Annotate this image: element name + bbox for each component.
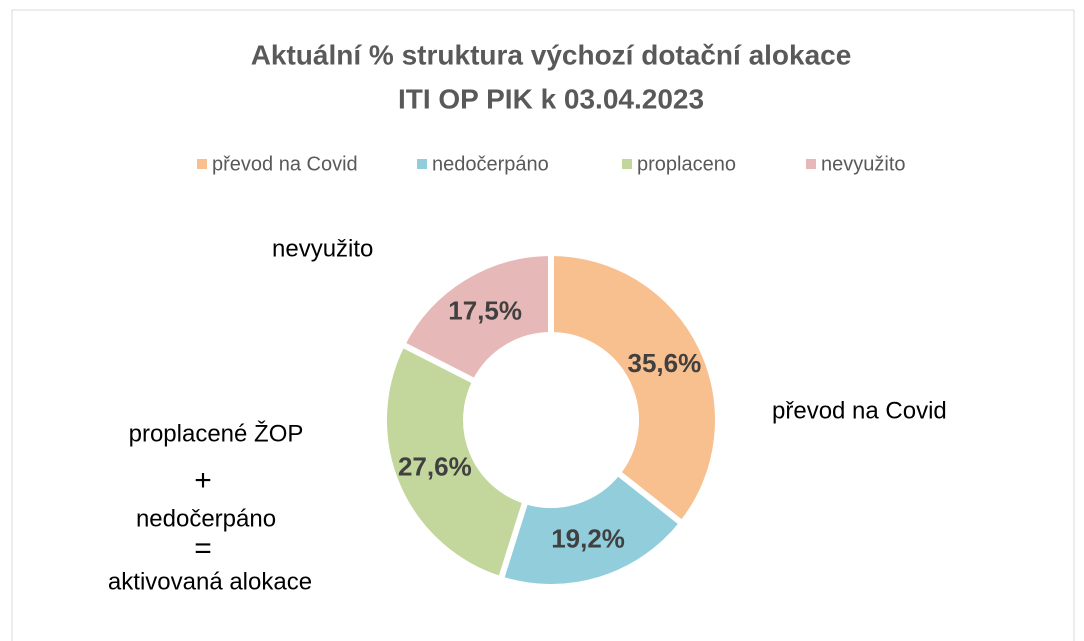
- data-label: 27,6%: [398, 452, 472, 482]
- legend-label: převod na Covid: [212, 153, 358, 175]
- annotation: =: [194, 532, 212, 565]
- donut-slice: [398, 249, 554, 386]
- data-label: 17,5%: [448, 295, 522, 325]
- chart-title: Aktuální % struktura výchozí dotační alo…: [251, 39, 852, 70]
- data-label: 19,2%: [551, 523, 625, 553]
- annotation: +: [194, 464, 212, 497]
- annotation: převod na Covid: [772, 397, 947, 424]
- annotation: aktivovaná alokace: [108, 568, 312, 595]
- donut-slice: [381, 340, 530, 584]
- legend-swatch: [806, 159, 816, 169]
- legend-label: nevyužito: [821, 153, 906, 175]
- legend-swatch: [197, 159, 207, 169]
- annotation: proplacené ŽOP: [129, 420, 304, 447]
- legend-swatch: [417, 159, 427, 169]
- annotation: nedočerpáno: [136, 505, 276, 532]
- data-label: 35,6%: [628, 348, 702, 378]
- donut-slice: [548, 249, 721, 528]
- legend-label: proplaceno: [637, 153, 736, 175]
- legend-label: nedočerpáno: [432, 153, 549, 175]
- legend-swatch: [622, 159, 632, 169]
- annotation: nevyužito: [272, 235, 373, 262]
- chart-title: ITI OP PIK k 03.04.2023: [398, 83, 704, 114]
- donut-slice: [497, 468, 687, 590]
